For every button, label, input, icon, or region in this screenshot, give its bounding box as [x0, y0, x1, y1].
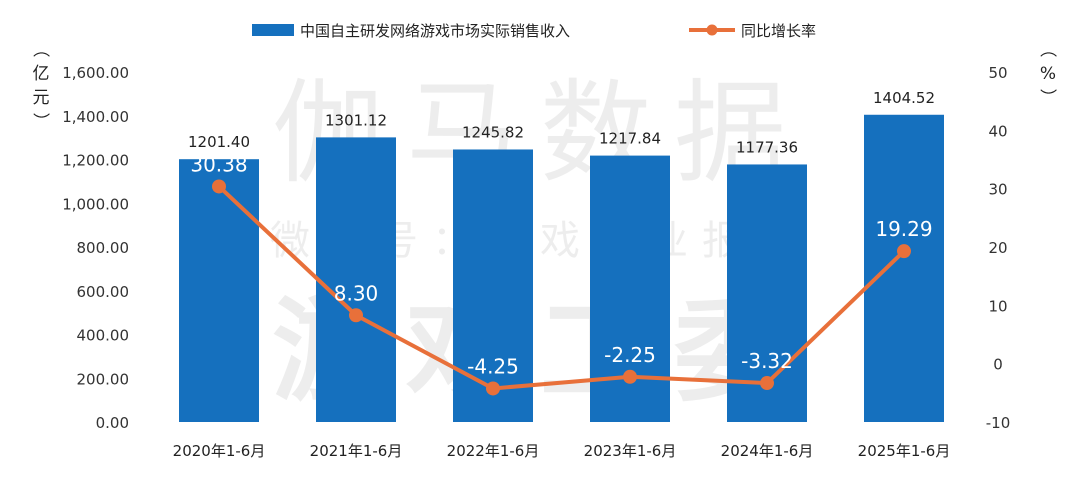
- growth-point: [349, 308, 363, 323]
- legend: 中国自主研发网络游戏市场实际销售收入 同比增长率: [252, 22, 816, 40]
- left-axis-title-char: 亿: [33, 64, 50, 84]
- category-label: 2021年1-6月: [310, 442, 403, 460]
- x-axis-labels: 2020年1-6月 2021年1-6月 2022年1-6月 2023年1-6月 2024…: [173, 442, 951, 460]
- left-axis-title-char: 元: [33, 88, 50, 108]
- right-axis-title-char: （: [1037, 41, 1057, 58]
- line-value-label: 30.38: [190, 152, 247, 176]
- right-tick-label: 50: [988, 64, 1007, 82]
- line-value-label: -4.25: [467, 354, 519, 378]
- left-tick-label: 400.00: [77, 327, 130, 345]
- line-value-label: -3.32: [741, 349, 793, 373]
- left-axis-title: （ 亿元 ）: [30, 41, 50, 130]
- left-tick-label: 1,000.00: [62, 195, 129, 213]
- left-tick-label: 1,400.00: [62, 108, 129, 126]
- left-tick-label: 200.00: [77, 370, 130, 388]
- left-tick-label: 1,200.00: [62, 152, 129, 170]
- legend-bar-label: 中国自主研发网络游戏市场实际销售收入: [300, 22, 570, 40]
- bar-value-labels: 1201.40 1301.12 1245.82 1217.84 1177.36 1404.…: [188, 89, 935, 157]
- bar: [316, 137, 396, 422]
- right-tick-label: -10: [986, 414, 1011, 432]
- bar-value-label: 1404.52: [873, 89, 935, 107]
- category-label: 2020年1-6月: [173, 442, 266, 460]
- left-tick-label: 600.00: [77, 283, 130, 301]
- line-value-label: 19.29: [875, 217, 932, 241]
- category-label: 2022年1-6月: [447, 442, 540, 460]
- growth-point: [760, 376, 774, 391]
- right-tick-label: 30: [988, 181, 1007, 199]
- legend-bar-swatch: [252, 24, 294, 36]
- left-tick-label: 800.00: [77, 239, 130, 257]
- legend-line-marker: [706, 24, 718, 36]
- left-axis-ticks: 0.00 200.00 400.00 600.00 800.00 1,000.00 1,20…: [62, 64, 129, 432]
- growth-point: [486, 381, 500, 396]
- right-axis-title-char: ）: [1037, 89, 1057, 106]
- bar-value-label: 1301.12: [325, 111, 387, 129]
- growth-point: [212, 179, 226, 194]
- line-series: [212, 179, 911, 396]
- growth-point: [623, 369, 637, 384]
- line-value-label: -2.25: [604, 343, 656, 367]
- left-tick-label: 1,600.00: [62, 64, 129, 82]
- bar-value-label: 1217.84: [599, 130, 661, 148]
- right-axis-title: （% ）: [1037, 41, 1057, 106]
- bar: [864, 114, 944, 422]
- right-tick-label: 20: [988, 239, 1007, 257]
- right-axis-title-char: %: [1040, 64, 1056, 84]
- right-axis-ticks: -10 0 10 20 30 40 50: [986, 64, 1011, 432]
- bar: [453, 149, 533, 422]
- growth-line: [217, 184, 906, 391]
- growth-point: [897, 244, 911, 259]
- left-axis-title-char: （: [30, 41, 50, 58]
- bar-value-label: 1245.82: [462, 123, 524, 141]
- category-label: 2023年1-6月: [584, 442, 677, 460]
- left-tick-label: 0.00: [96, 414, 129, 432]
- line-value-labels: 30.38 8.30 -4.25 -2.25 -3.32 19.29: [190, 152, 932, 378]
- right-tick-label: 10: [988, 297, 1007, 315]
- bar-value-label: 1201.40: [188, 133, 250, 151]
- line-value-label: 8.30: [334, 281, 379, 305]
- category-label: 2024年1-6月: [721, 442, 814, 460]
- legend-line-label: 同比增长率: [741, 22, 816, 40]
- left-axis-title-char: ）: [30, 113, 50, 130]
- right-tick-label: 40: [988, 122, 1007, 140]
- right-tick-label: 0: [993, 356, 1003, 374]
- bar-value-label: 1177.36: [736, 138, 798, 156]
- category-label: 2025年1-6月: [858, 442, 951, 460]
- bar: [179, 159, 259, 422]
